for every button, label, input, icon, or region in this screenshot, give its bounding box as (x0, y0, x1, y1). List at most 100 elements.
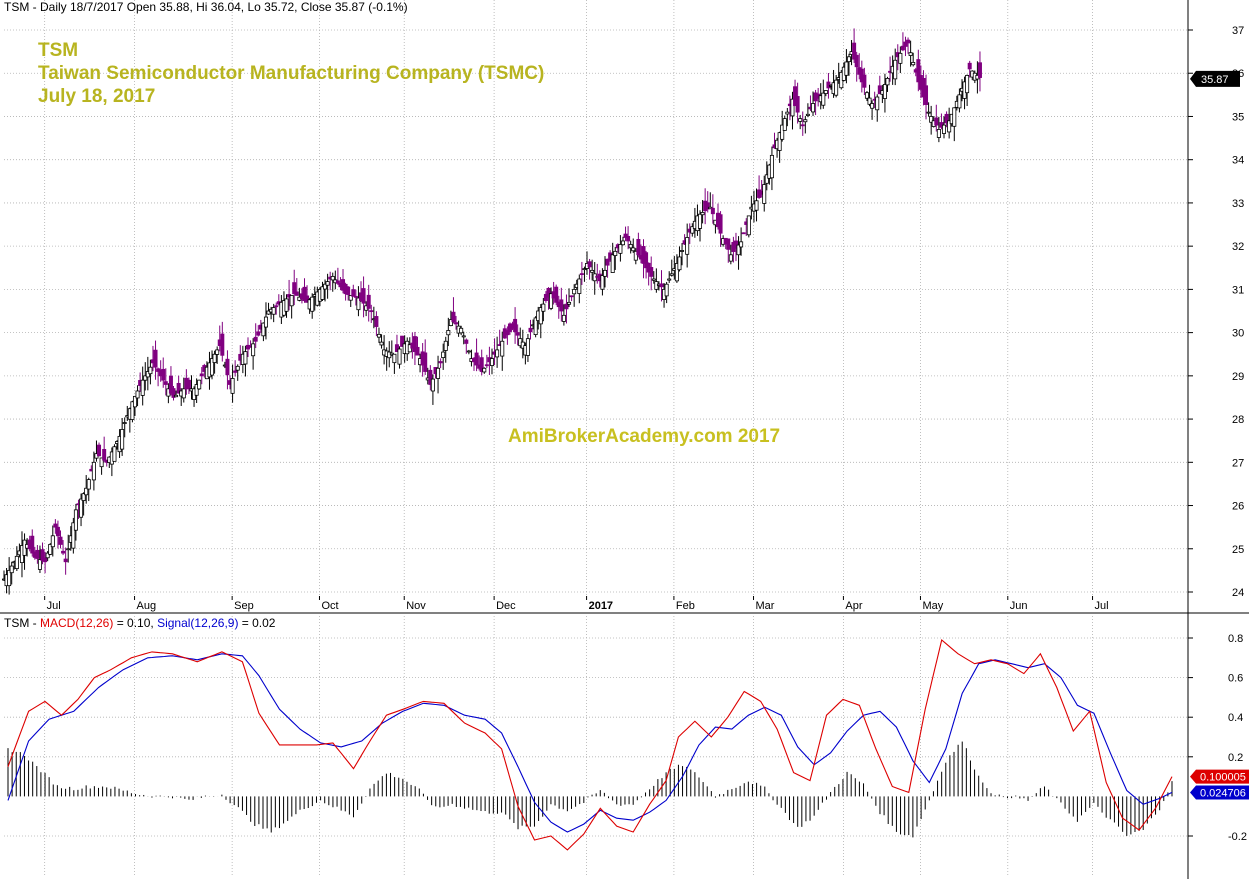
candle-body (376, 333, 381, 338)
candle-body (916, 59, 921, 83)
company-title: Taiwan Semiconductor Manufacturing Compa… (38, 63, 545, 84)
date-title: July 18, 2017 (38, 86, 156, 107)
candle-body (864, 92, 869, 99)
month-label: May (922, 600, 943, 612)
candle-body (61, 550, 66, 554)
candle-body (911, 62, 916, 66)
candle-body (66, 548, 71, 551)
candle-body (587, 261, 592, 268)
candle-body (253, 336, 258, 342)
candle-body (215, 349, 220, 355)
candle-body (798, 118, 803, 122)
candle-body (862, 74, 867, 88)
candle-body (63, 558, 68, 563)
candle-body (893, 59, 898, 80)
candle-body (698, 213, 703, 229)
candle-body (780, 124, 785, 140)
candle-body (728, 254, 733, 262)
candle-body (674, 263, 679, 282)
candle-body (392, 353, 397, 364)
candle-body (197, 379, 202, 390)
candle-body (443, 340, 448, 351)
price-tick-label: 29 (1232, 371, 1244, 383)
candle-body (852, 42, 857, 60)
candle-body (705, 202, 710, 210)
candle-body (739, 241, 744, 248)
signal-name: Signal(12,26,9) (157, 616, 239, 630)
price-tick-label: 33 (1232, 198, 1244, 210)
candle-body (605, 258, 610, 266)
candle-body (210, 358, 215, 376)
candle-body (397, 348, 402, 365)
candle-body (181, 388, 186, 399)
candle-body (929, 116, 934, 123)
candle-body (664, 283, 669, 297)
candle-body (875, 96, 880, 111)
month-label: 2017 (589, 600, 613, 612)
candle-body (7, 569, 12, 587)
candle-body (423, 352, 428, 372)
macd-last-label: 0.100005 (1200, 772, 1246, 784)
candle-body (374, 316, 379, 327)
candle-body (48, 544, 53, 555)
candle-body (176, 382, 181, 394)
candle-body (618, 244, 623, 254)
candle-body (559, 299, 564, 312)
candle-body (561, 314, 566, 322)
candle-body (967, 62, 972, 70)
candle-body (577, 278, 582, 294)
candle-body (790, 98, 795, 117)
candle-body (379, 341, 384, 346)
candle-body (844, 61, 849, 76)
candle-body (505, 330, 510, 336)
candle-body (906, 39, 911, 44)
signal-value: = 0.02 (238, 616, 276, 630)
candle-body (194, 384, 199, 396)
candle-body (495, 349, 500, 358)
candle-body (736, 244, 741, 256)
candle-body (538, 307, 543, 325)
candle-body (644, 252, 649, 269)
candle-body (680, 250, 685, 252)
candle-body (171, 388, 176, 398)
price-tick-label: 34 (1232, 155, 1244, 167)
candle-body (14, 555, 19, 570)
month-label: Feb (676, 600, 695, 612)
candle-body (448, 319, 453, 327)
candle-body (135, 390, 140, 399)
macd-tick-label: -0.2 (1228, 831, 1247, 843)
candle-body (438, 361, 443, 364)
candle-body (613, 250, 618, 256)
candle-body (330, 276, 335, 281)
candle-body (454, 322, 459, 325)
ticker-title: TSM (38, 40, 79, 61)
candle-body (690, 226, 695, 234)
chart-grid (4, 0, 1188, 875)
candle-body (659, 283, 664, 288)
candle-body (430, 378, 435, 392)
price-tick-label: 31 (1232, 284, 1244, 296)
candle-body (479, 357, 484, 372)
price-tick-label: 24 (1232, 587, 1244, 599)
candle-body (351, 289, 356, 297)
candle-body (220, 333, 225, 356)
candle-body (464, 339, 469, 344)
candle-body (924, 85, 929, 105)
macd-tick-label: 0.8 (1228, 633, 1243, 645)
candle-body (428, 369, 433, 385)
candle-body (764, 174, 769, 184)
price-header: TSM - Daily 18/7/2017 Open 35.88, Hi 36.… (4, 0, 408, 14)
candle-body (174, 394, 179, 398)
month-label: Dec (496, 600, 516, 612)
candle-body (834, 79, 839, 96)
candle-body (533, 317, 538, 335)
candle-body (769, 154, 774, 179)
candle-body (436, 367, 441, 379)
candle-body (718, 214, 723, 234)
candle-body (148, 366, 153, 375)
price-tick-label: 37 (1232, 25, 1244, 37)
candle-body (854, 54, 859, 68)
macd-tick-label: 0.2 (1228, 752, 1243, 764)
candle-body (302, 286, 307, 302)
candle-body (549, 293, 554, 309)
